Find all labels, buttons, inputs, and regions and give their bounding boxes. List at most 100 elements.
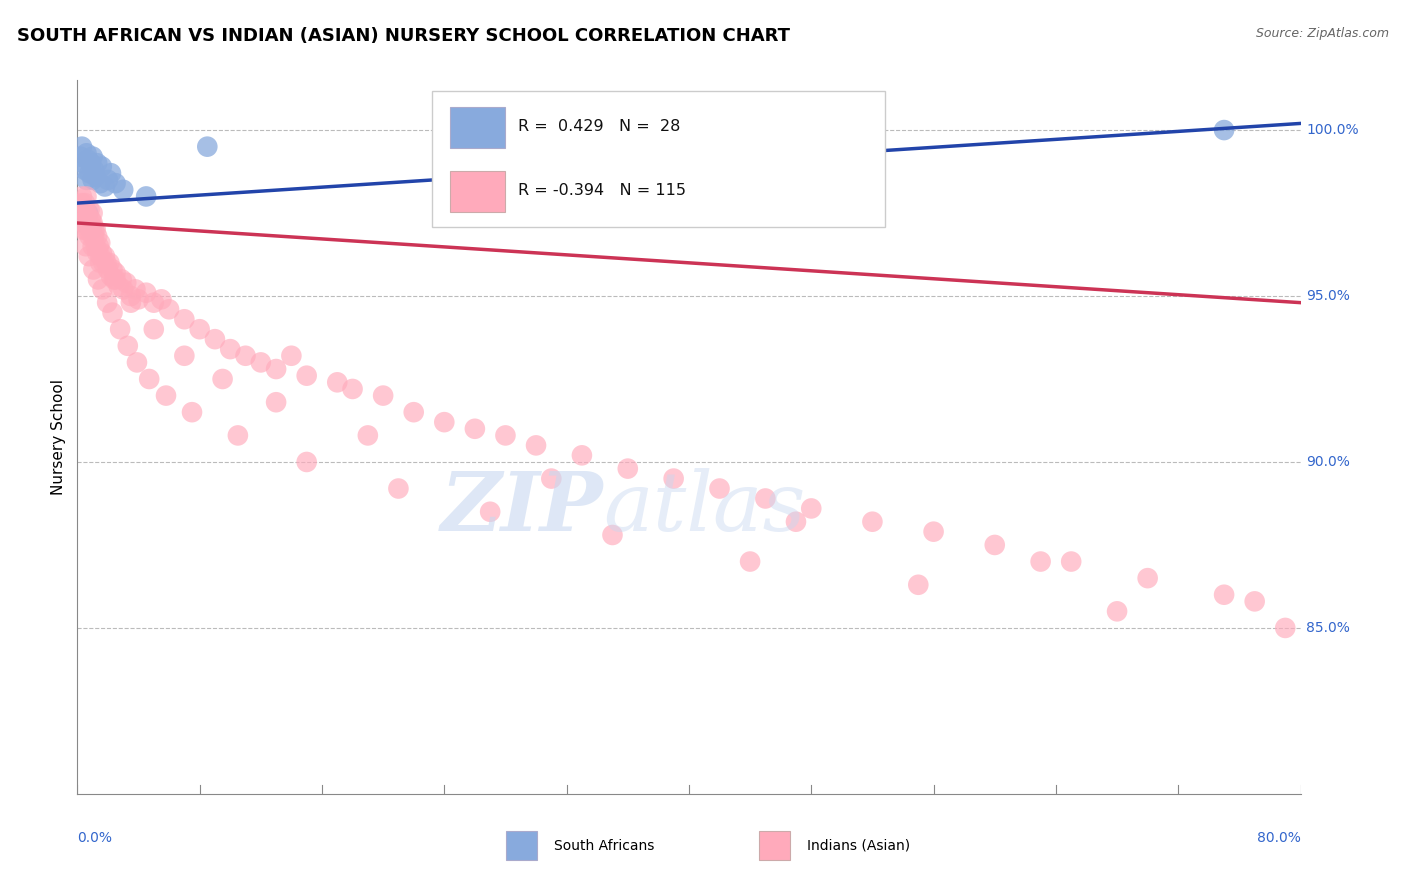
Point [111,272,134,286]
Point [76,173,98,187]
Point [112,282,135,296]
Point [235,349,257,363]
Point [107,279,129,293]
Point [120,295,142,310]
Point [181,405,204,419]
Point [150,293,173,307]
Point [100,166,122,180]
Point [1029,555,1052,569]
Point [73,222,96,236]
Point [357,428,380,442]
Point [173,349,195,363]
Point [387,482,409,496]
Point [540,472,562,486]
Point [97,262,120,277]
Point [79,166,101,180]
Point [479,505,502,519]
Point [100,269,122,284]
Point [82,229,104,244]
Point [76,206,98,220]
Point [402,405,425,419]
Point [1213,123,1236,137]
Point [142,295,165,310]
Point [219,342,242,356]
Point [82,206,104,220]
Point [89,256,111,270]
Point [96,295,118,310]
Point [135,189,157,203]
Point [195,139,218,153]
Bar [759,831,790,860]
Point [84,239,107,253]
Point [77,210,100,224]
Text: 80.0%: 80.0% [1257,831,1301,846]
Point [280,349,302,363]
Point [77,206,100,220]
Point [104,176,127,190]
Point [77,222,100,236]
Text: 95.0%: 95.0% [1306,289,1350,303]
Point [103,272,125,286]
Point [1213,588,1236,602]
Point [326,376,349,390]
Point [82,239,104,253]
Point [617,461,640,475]
Point [173,312,195,326]
Point [83,229,105,244]
Point [295,455,318,469]
Point [433,415,456,429]
Text: Source: ZipAtlas.com: Source: ZipAtlas.com [1256,27,1389,40]
Point [69,206,91,220]
Text: R =  0.429   N =  28: R = 0.429 N = 28 [517,120,681,134]
Point [1060,555,1083,569]
Point [91,282,114,296]
Point [678,139,700,153]
Point [97,173,120,187]
Point [82,173,104,187]
Point [89,235,111,250]
Point [70,196,93,211]
Point [76,146,98,161]
Point [73,196,96,211]
Point [157,302,180,317]
Point [740,555,762,569]
Point [524,438,547,452]
FancyBboxPatch shape [432,91,884,227]
Point [72,216,94,230]
Text: ZIP: ZIP [440,468,603,549]
Point [112,183,135,197]
Point [72,156,94,170]
Point [70,189,93,203]
Point [73,162,96,177]
Point [69,150,91,164]
Point [342,382,364,396]
Point [84,169,107,184]
Point [91,256,114,270]
FancyBboxPatch shape [450,107,506,148]
Point [96,256,118,270]
Point [90,160,112,174]
Point [70,139,93,153]
Point [77,153,100,167]
Point [464,422,486,436]
Point [188,322,211,336]
Point [83,222,105,236]
Point [155,388,177,402]
Point [1274,621,1296,635]
Point [77,249,100,263]
Bar [506,831,537,860]
Point [80,222,103,236]
Point [104,266,127,280]
Point [82,262,104,277]
Point [104,272,127,286]
Point [120,289,142,303]
Point [862,515,884,529]
Point [1107,604,1129,618]
Point [1243,594,1265,608]
Point [264,362,287,376]
Point [800,501,823,516]
Point [101,262,124,277]
Point [571,448,593,462]
Point [138,372,160,386]
Point [82,150,104,164]
